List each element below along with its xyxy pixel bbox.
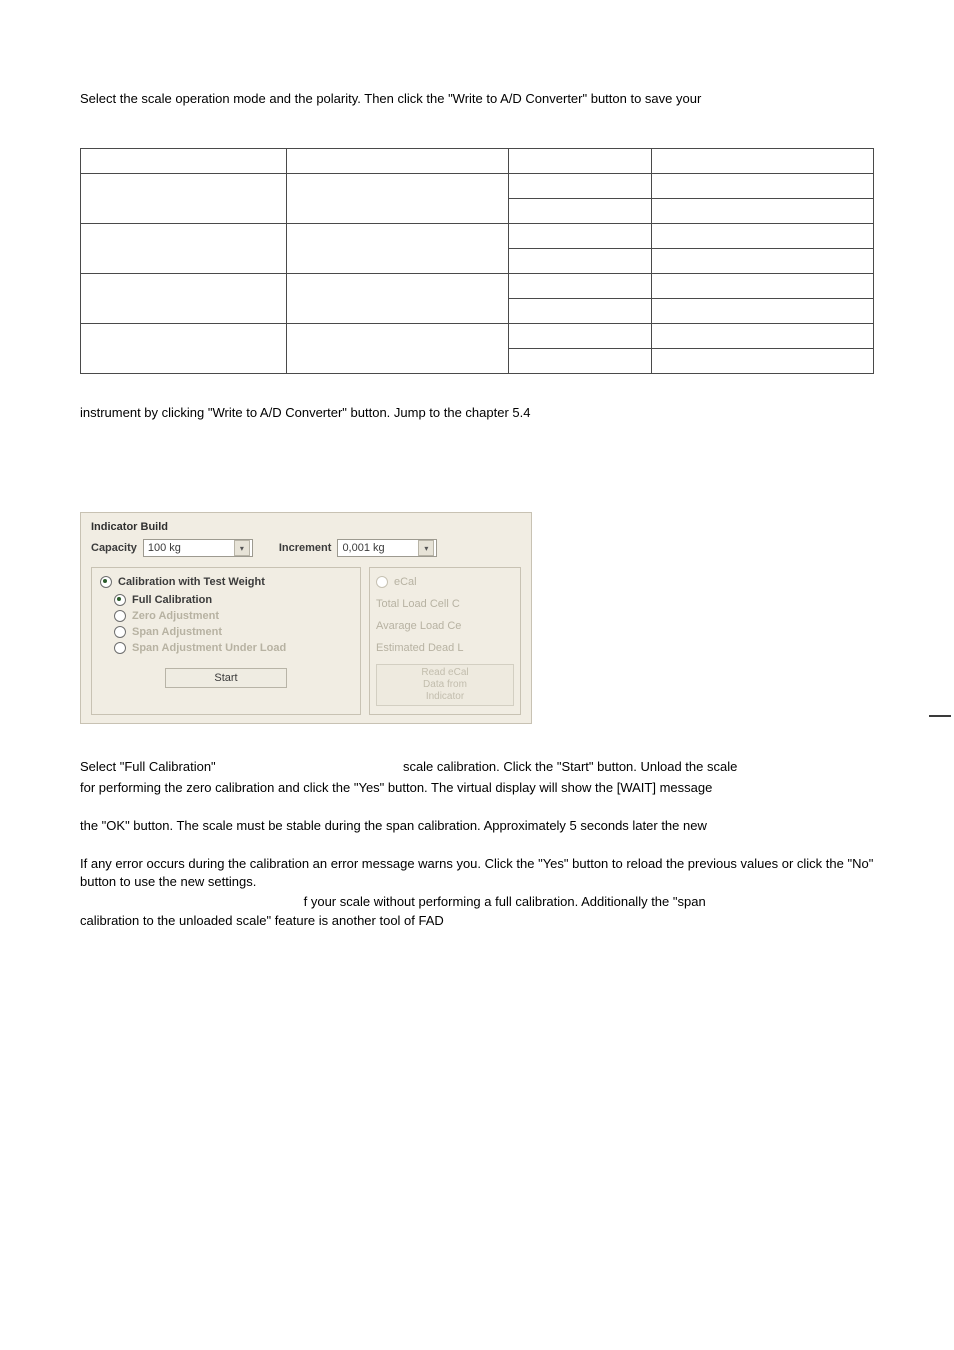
p7a: f your scale without performing a full c… <box>304 894 706 909</box>
dash-mark <box>929 715 951 717</box>
est-dead-label: Estimated Dead L <box>376 642 514 654</box>
avg-load-label: Avarage Load Ce <box>376 620 514 632</box>
increment-value: 0,001 kg <box>342 542 384 554</box>
radio-zero-adjustment[interactable] <box>114 610 126 622</box>
para-write-converter: Select the scale operation mode and the … <box>80 90 874 108</box>
start-button[interactable]: Start <box>165 668 287 688</box>
increment-select[interactable]: 0,001 kg ▾ <box>337 539 437 557</box>
capacity-label: Capacity <box>91 542 137 554</box>
table-row <box>81 149 874 174</box>
calibration-group: Calibration with Test Weight Full Calibr… <box>91 567 361 715</box>
ecal-label: eCal <box>394 576 417 588</box>
increment-label: Increment <box>279 542 332 554</box>
opt-span-under-label: Span Adjustment Under Load <box>132 642 286 654</box>
calibration-group-title: Calibration with Test Weight <box>118 576 265 588</box>
radio-full-calibration[interactable] <box>114 594 126 606</box>
para-fad: f your scale without performing a full c… <box>80 893 874 929</box>
para-jump-chapter: instrument by clicking "Write to A/D Con… <box>80 404 874 422</box>
radio-span-under-load[interactable] <box>114 642 126 654</box>
ecal-group: eCal Total Load Cell C Avarage Load Ce E… <box>369 567 521 715</box>
para-error: If any error occurs during the calibrati… <box>80 855 874 891</box>
opt-span-label: Span Adjustment <box>132 626 222 638</box>
mode-polarity-table <box>80 148 874 374</box>
read-ecal-l2: Data from <box>423 679 467 690</box>
capacity-select[interactable]: 100 kg ▾ <box>143 539 253 557</box>
indicator-build-title: Indicator Build <box>91 521 521 533</box>
radio-ecal[interactable] <box>376 576 388 588</box>
table-row <box>81 274 874 299</box>
p3b: scale calibration. Click the "Start" but… <box>403 759 737 774</box>
read-ecal-l3: Indicator <box>426 691 464 702</box>
opt-full-label: Full Calibration <box>132 594 212 606</box>
capacity-row: Capacity 100 kg ▾ Increment 0,001 kg ▾ <box>91 539 521 557</box>
radio-calibration-group[interactable] <box>100 576 112 588</box>
total-load-label: Total Load Cell C <box>376 598 514 610</box>
table-row <box>81 324 874 349</box>
para-select-full-cal: Select "Full Calibration" scale calibrat… <box>80 758 874 776</box>
capacity-value: 100 kg <box>148 542 181 554</box>
indicator-build-panel: Indicator Build Capacity 100 kg ▾ Increm… <box>80 512 532 724</box>
radio-span-adjustment[interactable] <box>114 626 126 638</box>
chevron-down-icon: ▾ <box>234 540 250 556</box>
para-ok-span: the "OK" button. The scale must be stabl… <box>80 817 874 835</box>
para-zero-cal: for performing the zero calibration and … <box>80 779 874 797</box>
p7b: calibration to the unloaded scale" featu… <box>80 913 444 928</box>
opt-zero-label: Zero Adjustment <box>132 610 219 622</box>
read-ecal-button[interactable]: Read eCal Data from Indicator <box>376 664 514 706</box>
table-row <box>81 174 874 199</box>
chevron-down-icon: ▾ <box>418 540 434 556</box>
read-ecal-l1: Read eCal <box>421 667 468 678</box>
p3a: Select "Full Calibration" <box>80 759 216 774</box>
table-row <box>81 224 874 249</box>
